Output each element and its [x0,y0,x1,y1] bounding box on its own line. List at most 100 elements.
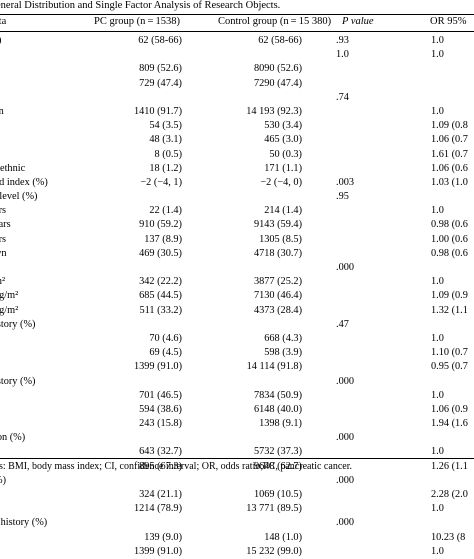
or-value: 1.0 [431,446,444,458]
or-value: 2.28 (2.0 [431,489,468,500]
header-rule [0,31,474,32]
p-value: .000 [336,262,355,273]
pc-group-value: 511 (33.2) [139,304,182,316]
control-group-value: 530 (3.4) [264,120,302,132]
pc-group-value: 243 (15.8) [139,418,182,430]
table-row: d54 (3.5)530 (3.4)1.09 (0.8 [0,119,474,133]
table-row: r ethnic 18 (1.2) 171 (1.1) 1.06 (0.6 [0,162,474,176]
or-value: 1.0 [431,49,444,61]
table-row: 895 (67.3) 9648 (62.7) 1.26 (1.1 [0,460,474,474]
table-row: .74 [0,91,474,105]
or-value: 1.03 (1.0 [431,176,468,188]
control-group-value: 1305 (8.5) [259,233,302,245]
table-row: istory (%) .000 [0,375,474,389]
control-group-value: 62 (58-66) [258,35,302,46]
row-label: %) [0,474,7,486]
pc-group-value: 729 (47.4) [139,77,182,89]
pc-group-value: 469 (30.5) [139,247,182,259]
or-value: 10.23 (8 [431,531,466,543]
row-label: l level (%) [0,191,38,203]
row-label: an [0,105,4,117]
or-value: 1.06 (0.7 [431,134,468,146]
pc-group-value: 324 (21.1) [139,489,182,500]
pc-group-value: 18 (1.2) [149,162,182,174]
pc-group-value: 685 (44.5) [139,290,182,302]
p-value: .000 [336,474,355,486]
or-value: 1.0 [431,205,444,217]
row-label: wn [0,247,7,259]
pc-group-value: 8 (0.5) [154,148,182,160]
table-row: wn 469 (30.5) 4718 (30.7) 0.98 (0.6 [0,247,474,261]
or-value: 1.09 (0.8 [431,120,468,132]
table-row: istory (%) .47 [0,318,474,332]
pc-group-value: 69 (4.5) [149,347,182,359]
table-row: s) 62 (58-66) 62 (58-66) .93 1.0 [0,34,474,48]
pc-group-value: 1410 (91.7) [133,105,182,117]
pc-group-value: 48 (3.1) [149,134,182,146]
pc-group-value: 1399 (91.0) [133,361,182,373]
row-label: nd index (%) [0,176,48,188]
pc-group-value: −2 (−4, 1) [140,176,182,188]
pc-group-value: 54 (3.5) [149,120,182,132]
or-value: 1.61 (0.7 [431,148,468,160]
control-group-value: 4718 (30.7) [253,247,302,259]
pc-group-value: 22 (1.4) [149,205,182,217]
control-group-value: 50 (0.3) [269,148,302,160]
table-row: m² 342 (22.2) 3877 (25.2) 1.0 [0,275,474,289]
or-value: 0.98 (0.6 [431,247,468,259]
header-p-value: P value [342,16,374,27]
row-label: ears [0,219,11,231]
header-control-group: Control group (n = 15 380) [218,16,332,27]
pc-group-value: 895 (67.3) [139,460,182,472]
p-value: .000 [336,375,355,387]
table-row: s history (%) .000 [0,516,474,530]
table-row: l level (%) .95 [0,190,474,204]
control-group-value: −2 (−4, 0) [260,176,302,188]
row-label: ars [0,205,7,217]
bottom-rule [0,458,474,459]
row-label: ars [0,233,7,245]
table-row: 243 (15.8) 1398 (9.1) 1.94 (1.6 [0,417,474,431]
control-group-value: 5732 (37.3) [253,446,302,458]
pc-group-value: 139 (9.0) [144,531,182,543]
control-group-value: 1398 (9.1) [259,418,302,430]
row-label: istory (%) [0,318,36,330]
control-group-value: 8090 (52.6) [253,63,302,75]
pc-group-value: 62 (58-66) [138,35,182,46]
control-group-value: 171 (1.1) [264,162,302,174]
p-value: 1.0 [336,49,349,61]
or-value: 1.0 [431,389,444,401]
control-group-value: 7834 (50.9) [253,389,302,401]
or-value: 1.26 (1.1 [431,460,468,472]
table-row: an 1410 (91.7) 14 193 (92.3) 1.0 [0,105,474,119]
control-group-value: 148 (1.0) [264,531,302,543]
table-row: 643 (32.7) 5732 (37.3) 1.0 [0,445,474,459]
table-row: 139 (9.0) 148 (1.0) 10.23 (8 [0,531,474,545]
table-row: ears 910 (59.2) 9143 (59.4) 0.98 (0.6 [0,218,474,232]
or-value: 1.10 (0.7 [431,347,468,359]
table-row: 69 (4.5) 598 (3.9) 1.10 (0.7 [0,346,474,360]
header-pc-group: PC group (n = 1538) [94,16,180,27]
control-group-value: 465 (3.0) [264,134,302,146]
p-value: .93 [336,35,349,46]
control-group-value: 9648 (62.7) [253,460,302,472]
table-row: 729 (47.4) 7290 (47.4) [0,77,474,91]
row-label: m² [0,276,6,288]
pc-group-value: 701 (46.5) [139,389,182,401]
table-row: kg/m² 511 (33.2) 4373 (28.4) 1.32 (1.1 [0,304,474,318]
or-value: 1.0 [431,276,444,288]
table-row: 809 (52.6) 8090 (52.6) [0,62,474,76]
row-label: ion (%) [0,432,26,444]
table-row: 594 (38.6) 6148 (40.0) 1.06 (0.9 [0,403,474,417]
p-value: .003 [336,176,355,188]
p-value: .000 [336,432,355,444]
or-value: 1.0 [431,35,444,46]
control-group-value: 1069 (10.5) [253,489,302,500]
pc-group-value: 342 (22.2) [139,276,182,288]
table-row: kg/m² 685 (44.5) 7130 (46.4) 1.09 (0.9 [0,289,474,303]
or-value: 1.32 (1.1 [431,304,468,316]
control-group-value: 9143 (59.4) [253,219,302,231]
header-data: ata [0,16,7,27]
control-group-value: 214 (1.4) [264,205,302,217]
pc-group-value: 809 (52.6) [139,63,182,75]
